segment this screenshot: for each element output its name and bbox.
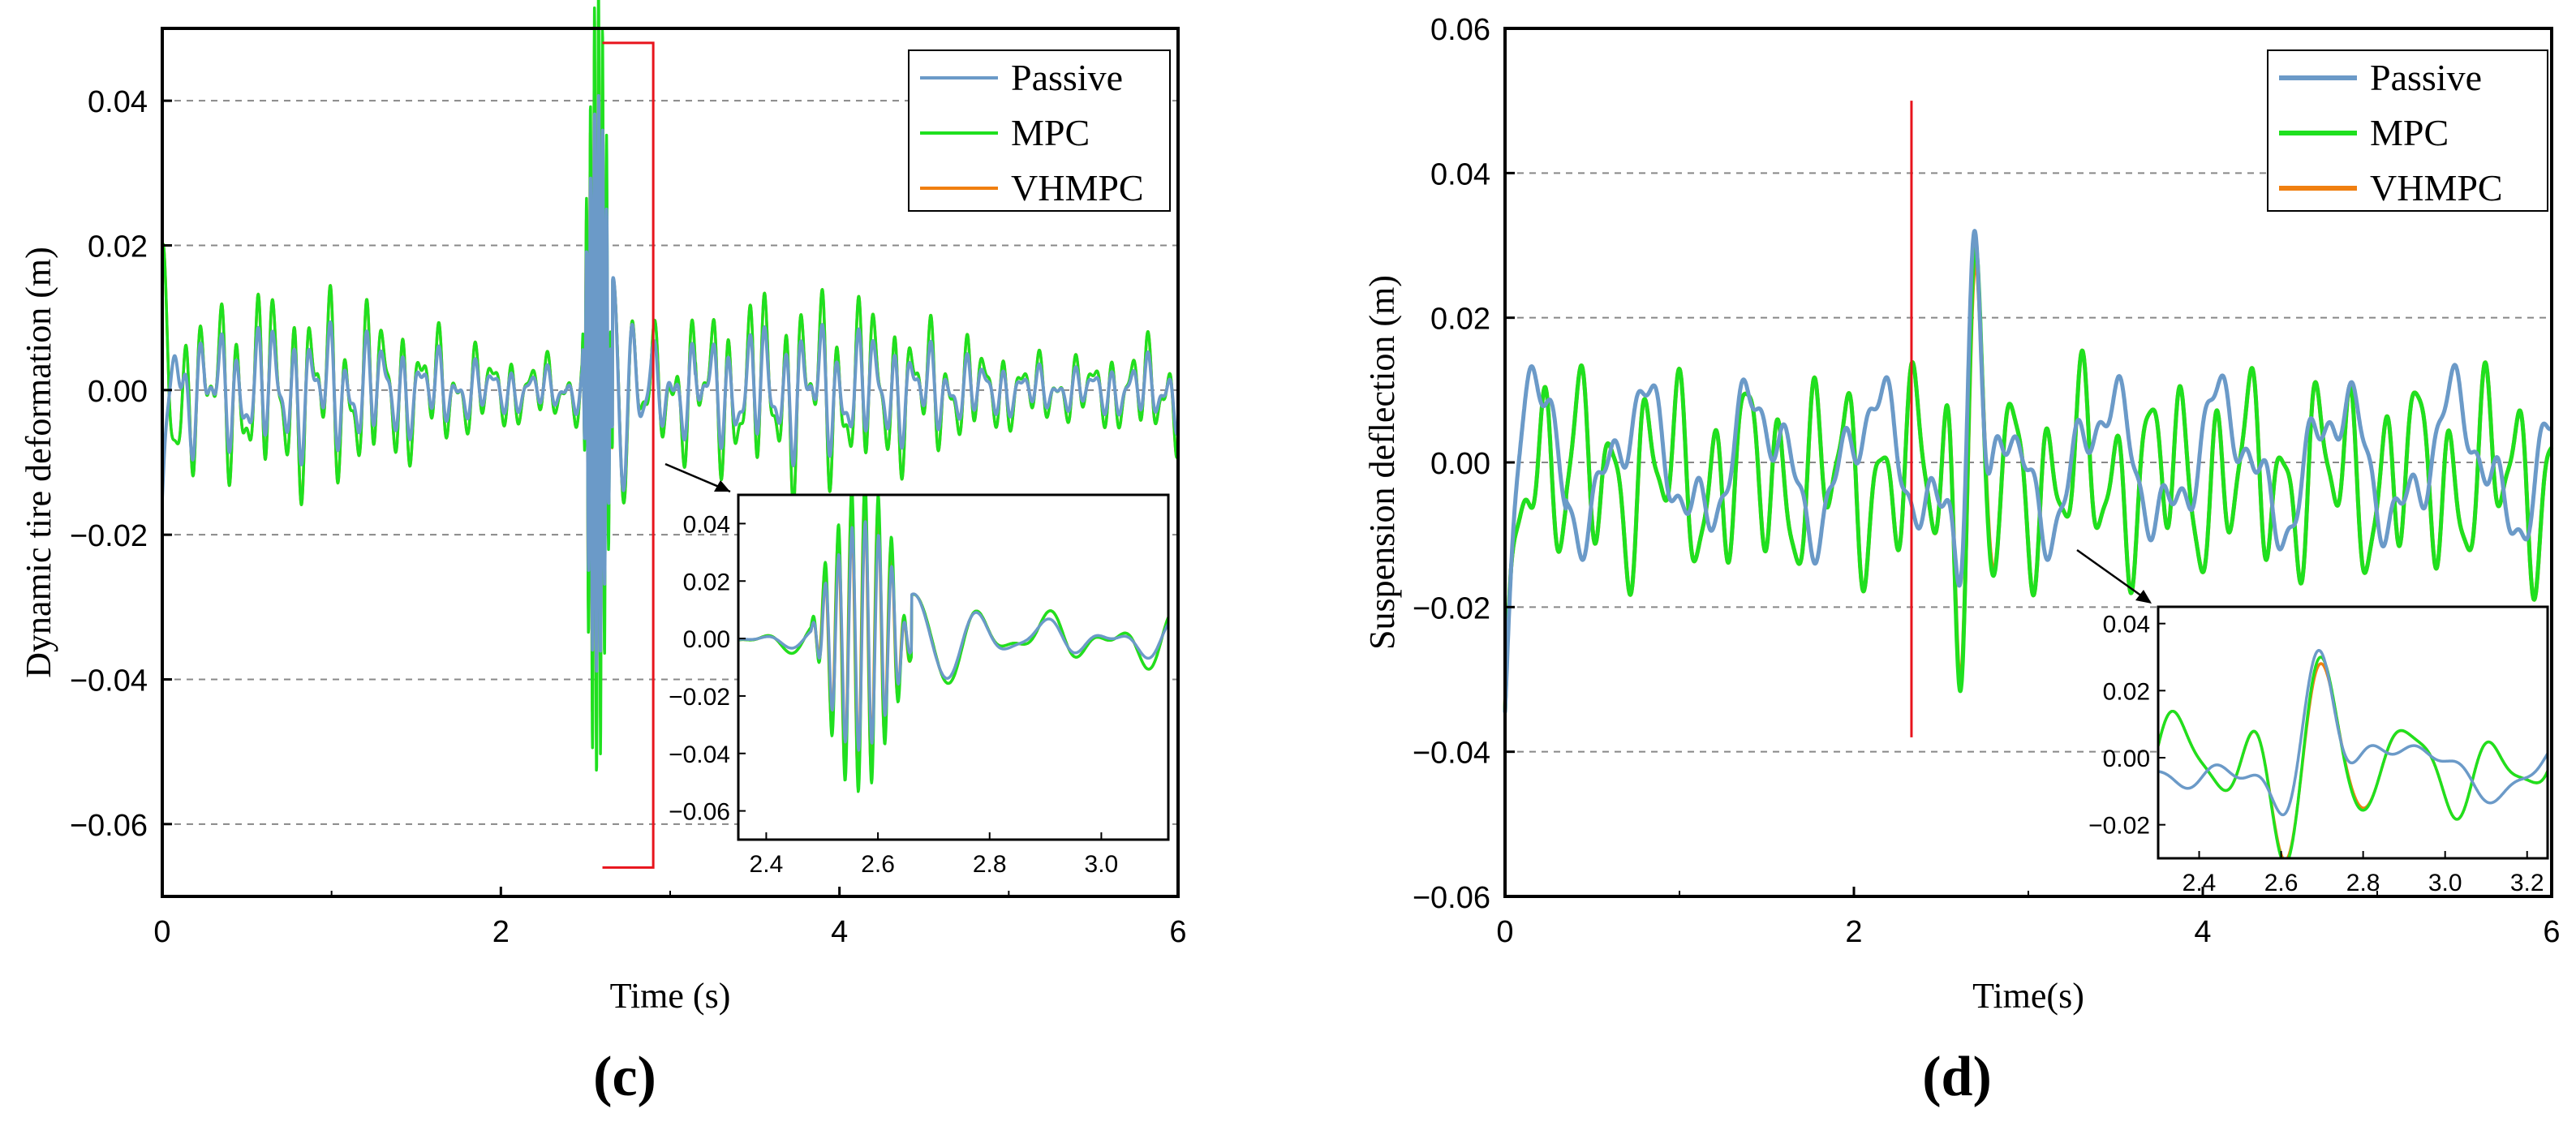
inset-y-tick-label: 0.02	[683, 569, 730, 595]
panel-d-y-tick-label: 0.06	[1430, 13, 1490, 47]
panel-c-x-tick-label: 4	[831, 915, 848, 949]
panel-c-inset-series	[738, 495, 1168, 793]
panel-d-gridlines	[1505, 172, 2552, 753]
panel-c-zoom-highlight	[602, 41, 731, 869]
panel-d-y-tick-label: 0.04	[1430, 157, 1490, 191]
panel-c-inset-frame	[737, 493, 1170, 841]
panel-d-y-tick-label: −0.06	[1413, 881, 1490, 915]
panel-d-y-tick-label: −0.04	[1413, 737, 1490, 771]
panel-c-y-tick-label: −0.02	[70, 519, 148, 553]
panel-d-series	[1503, 229, 2554, 713]
panel-d-y-tick-label: −0.02	[1413, 591, 1490, 625]
panel-d-x-tick-label: 0	[1496, 915, 1513, 949]
panel-d-x-axis-label: Time(s)	[1972, 976, 2084, 1016]
panel-c-axis-ticks: −0.06 −0.04 −0.02 0.00 0.02 0.04 0 2 4 6	[70, 85, 1187, 949]
panel-d-x-tick-label: 2	[1845, 915, 1862, 949]
panel-d-y-tick-label: 0.00	[1430, 447, 1490, 481]
panel-d-caption: (d)	[1922, 1046, 1992, 1108]
inset-x-tick-label: 2.6	[2264, 870, 2299, 896]
inset-y-tick-label: 0.04	[683, 511, 730, 538]
panel-d-y-tick-label: 0.02	[1430, 303, 1490, 337]
panel-d-marker-line	[1910, 101, 2152, 737]
panel-c-inset: −0.06 −0.04 −0.02 0.00 0.02 0.04 2.4 2.6 2.8 3.0	[669, 493, 1170, 878]
inset-y-tick-label: −0.06	[669, 799, 730, 826]
legend-label-mpc: MPC	[1011, 112, 1090, 153]
inset-passive-line	[2158, 648, 2548, 817]
panel-c: −0.06 −0.04 −0.02 0.00 0.02 0.04 0 2 4 6 Time (s)…	[19, 0, 1187, 1108]
panel-c-y-tick-label: 0.02	[88, 230, 148, 264]
legend-label-passive: Passive	[1011, 57, 1123, 98]
inset-y-tick-label: 0.00	[683, 626, 730, 653]
inset-x-tick-label: 2.4	[2183, 870, 2217, 896]
panel-c-inset-bg	[738, 495, 1168, 840]
panel-c-zoom-bracket	[602, 41, 655, 869]
panel-d-inset-frame	[2157, 605, 2549, 860]
panel-d-x-tick-label: 4	[2194, 915, 2211, 949]
panel-d-zoom-arrow	[2076, 548, 2151, 604]
inset-mpc-line	[738, 495, 1168, 793]
inset-x-tick-label: 2.4	[750, 851, 784, 878]
inset-y-tick-label: −0.04	[669, 741, 730, 768]
panel-c-x-tick-label: 0	[153, 915, 170, 949]
panel-c-mpc-line	[161, 0, 1180, 772]
inset-mpc-line	[2158, 655, 2548, 858]
inset-y-tick-label: 0.02	[2103, 678, 2150, 705]
panel-c-series	[161, 0, 1180, 772]
panel-c-caption: (c)	[593, 1046, 656, 1108]
panel-d-inset: −0.02 0.00 0.02 0.04 2.4 2.6 2.8 3.0 3.2	[2088, 605, 2549, 896]
panel-d-inset-bg	[2158, 607, 2548, 858]
panel-c-passive-line	[161, 94, 1180, 673]
panel-d-legend: Passive MPC VHMPC	[2267, 49, 2548, 212]
inset-y-tick-label: −0.02	[669, 684, 730, 711]
panel-c-legend: Passive MPC VHMPC	[908, 49, 1171, 212]
panel-d-y-axis-label: Suspension deflection (m)	[1362, 275, 1402, 650]
inset-x-tick-label: 2.6	[861, 851, 895, 878]
inset-x-tick-label: 2.8	[973, 851, 1007, 878]
inset-passive-line	[738, 520, 1168, 752]
legend-label-mpc: MPC	[2370, 112, 2449, 153]
inset-y-tick-label: 0.00	[2103, 746, 2150, 772]
panel-d-passive-line	[1503, 229, 2554, 713]
panel-c-x-axis-label: Time (s)	[610, 976, 731, 1016]
panel-d-x-tick-label: 6	[2543, 915, 2560, 949]
inset-y-tick-label: −0.02	[2088, 813, 2150, 840]
panel-c-x-tick-label: 6	[1169, 915, 1186, 949]
panel-d-zoom-arrowhead	[2135, 590, 2152, 604]
inset-x-tick-label: 3.0	[1085, 851, 1119, 878]
panel-c-y-tick-label: −0.04	[70, 664, 148, 698]
panel-d-axis-ticks: −0.06 −0.04 −0.02 0.00 0.02 0.04 0.06 0 2 4 6	[1413, 13, 2561, 949]
panel-d-inset-series	[2158, 648, 2548, 858]
panel-c-y-tick-label: −0.06	[70, 809, 148, 843]
panel-c-y-tick-label: 0.04	[88, 85, 148, 119]
panel-c-y-tick-label: 0.00	[88, 375, 148, 409]
inset-y-tick-label: 0.04	[2103, 612, 2150, 638]
inset-x-tick-label: 3.2	[2510, 870, 2544, 896]
legend-label-vhmpc: VHMPC	[1011, 167, 1144, 208]
inset-x-tick-label: 3.0	[2428, 870, 2462, 896]
inset-x-tick-label: 2.8	[2346, 870, 2380, 896]
panel-d: −0.06 −0.04 −0.02 0.00 0.02 0.04 0.06 0 2 4 6 Time…	[1362, 13, 2561, 1108]
legend-label-vhmpc: VHMPC	[2370, 167, 2503, 208]
legend-label-passive: Passive	[2370, 57, 2482, 98]
panel-c-y-axis-label: Dynamic tire deformation (m)	[19, 247, 58, 677]
panel-c-zoom-arrowhead	[714, 480, 730, 492]
panel-c-x-tick-label: 2	[492, 915, 510, 949]
